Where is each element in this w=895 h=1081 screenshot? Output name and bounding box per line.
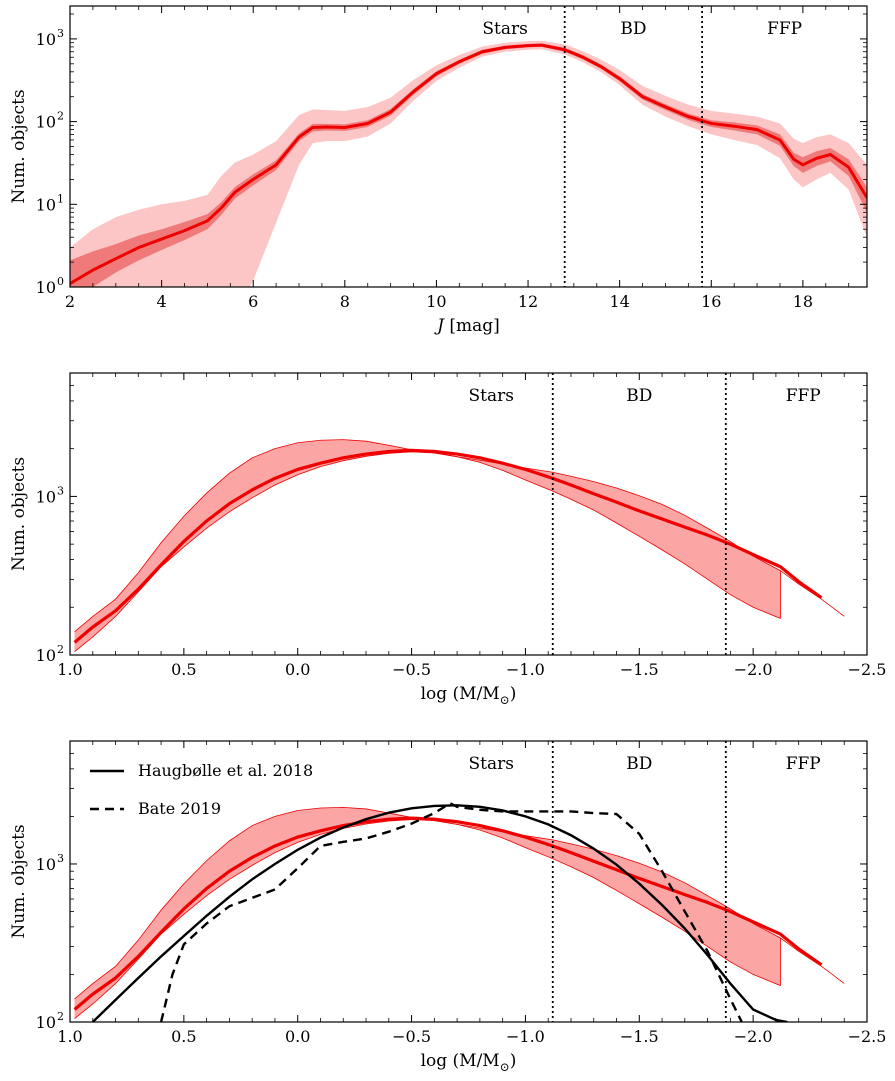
- region-label-ffp: FFP: [786, 754, 821, 774]
- panel-mass-function-comparison: 1.0 0.5 0.0 −0.5 −1.0 −1.5 −2.0 −2.510 210 3Stars…: [9, 740, 886, 1074]
- x-tick-label: −0.5: [392, 660, 431, 679]
- panel-1-axes: [69, 372, 868, 656]
- x-tick-label: −2.0: [734, 1027, 773, 1046]
- panel-2-lines: [73, 801, 845, 1022]
- panel-1-text: 1.0 0.5 0.0 −0.5 −1.0 −1.5 −2.0 −2.510 210 3Stars…: [9, 386, 886, 707]
- panel-0-bands: [70, 40, 867, 287]
- x-tick-label: −1.0: [506, 1027, 545, 1046]
- region-label-bd: BD: [626, 754, 652, 774]
- confidence-band: [74, 439, 781, 652]
- x-axis-label: log (M/M⊙): [421, 684, 517, 707]
- y-tick-label: 10: [36, 30, 56, 49]
- x-tick-label: −2.5: [848, 1027, 887, 1046]
- panel-2-axes: [69, 740, 868, 1023]
- x-tick-label: 0.5: [171, 660, 196, 679]
- y-tick-label: 10: [36, 1013, 56, 1032]
- region-label-stars: Stars: [482, 19, 527, 39]
- y-tick-exponent: 2: [57, 643, 64, 656]
- x-tick-label: −0.5: [392, 1027, 431, 1046]
- x-tick-label: 0.0: [285, 1027, 310, 1046]
- y-tick-exponent: 0: [57, 275, 64, 288]
- y-tick-exponent: 3: [57, 27, 64, 40]
- x-tick-label: 0.5: [171, 1027, 196, 1046]
- x-tick-label: 6: [248, 292, 258, 311]
- x-tick-label: −2.0: [734, 660, 773, 679]
- y-axis-label: Num. objects: [9, 824, 29, 938]
- x-tick-label: 1.0: [57, 660, 82, 679]
- x-tick-label: 2: [65, 292, 75, 311]
- median-line: [70, 43, 867, 285]
- region-label-bd: BD: [620, 19, 646, 39]
- region-label-ffp: FFP: [786, 386, 821, 406]
- x-tick-label: −2.5: [848, 660, 887, 679]
- region-label-stars: Stars: [469, 754, 514, 774]
- panel-0-axes: [69, 5, 868, 288]
- outer-confidence-band: [70, 40, 867, 287]
- x-tick-label: −1.0: [506, 660, 545, 679]
- region-label-ffp: FFP: [767, 19, 802, 39]
- x-tick-label: 10: [426, 292, 446, 311]
- confidence-band: [74, 807, 781, 1019]
- x-axis-label: log (M/M⊙): [421, 1051, 517, 1074]
- x-tick-label: 14: [609, 292, 629, 311]
- y-tick-label: 10: [36, 113, 56, 132]
- x-axis-label: J [mag]: [434, 316, 500, 336]
- y-axis-label: Num. objects: [9, 89, 29, 203]
- x-tick-label: 16: [701, 292, 721, 311]
- x-tick-label: 18: [793, 292, 813, 311]
- y-tick-exponent: 3: [57, 484, 64, 497]
- legend-label: Haugbølle et al. 2018: [138, 761, 313, 780]
- haugbolle-2018-line: [91, 804, 788, 1022]
- panel-2-bands: [74, 807, 781, 1019]
- median-line: [73, 448, 823, 644]
- panel-0-lines: [70, 43, 867, 285]
- bate-2019-line: [159, 801, 743, 1022]
- plot-frame: [69, 740, 868, 1023]
- panel-1-bands: [74, 439, 781, 652]
- y-tick-label: 10: [36, 855, 56, 874]
- x-tick-label: 4: [157, 292, 167, 311]
- region-label-stars: Stars: [469, 386, 514, 406]
- region-label-bd: BD: [626, 386, 652, 406]
- panel-1-lines: [73, 439, 845, 652]
- y-tick-exponent: 3: [57, 852, 64, 865]
- legend-label: Bate 2019: [138, 799, 221, 818]
- y-tick-exponent: 2: [57, 1010, 64, 1023]
- y-tick-exponent: 2: [57, 110, 64, 123]
- y-tick-label: 10: [36, 195, 56, 214]
- y-tick-label: 10: [36, 278, 56, 297]
- x-tick-label: −1.5: [620, 660, 659, 679]
- median-line: [73, 816, 823, 1011]
- x-tick-label: 0.0: [285, 660, 310, 679]
- panel-2-text: 1.0 0.5 0.0 −0.5 −1.0 −1.5 −2.0 −2.510 210 3Stars…: [9, 754, 886, 1074]
- y-tick-label: 10: [36, 646, 56, 665]
- panel-mass-function: 1.0 0.5 0.0 −0.5 −1.0 −1.5 −2.0 −2.510 210 3Stars…: [9, 372, 886, 707]
- x-tick-label: 12: [518, 292, 538, 311]
- x-tick-label: 1.0: [57, 1027, 82, 1046]
- y-axis-label: Num. objects: [9, 457, 29, 571]
- y-tick-label: 10: [36, 487, 56, 506]
- x-tick-label: 8: [340, 292, 350, 311]
- x-tick-label: −1.5: [620, 1027, 659, 1046]
- y-tick-exponent: 1: [57, 192, 64, 205]
- plot-frame: [69, 372, 868, 656]
